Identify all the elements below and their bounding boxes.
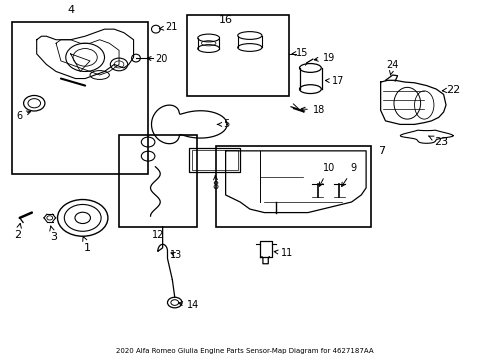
Text: 4: 4 [67,5,74,15]
Text: 21: 21 [159,22,177,32]
Text: 5: 5 [218,120,229,129]
Text: 3: 3 [50,226,57,242]
Text: 9: 9 [342,163,357,186]
Text: 14: 14 [178,300,199,310]
Text: 2: 2 [14,224,22,240]
Bar [216,145,371,227]
Bar [119,135,196,227]
Text: 13: 13 [170,250,182,260]
Text: 15: 15 [292,48,308,58]
Text: 18: 18 [301,105,325,115]
Text: 22: 22 [442,85,460,95]
Text: 19: 19 [314,53,335,63]
Text: 1: 1 [83,237,91,253]
Bar [189,148,240,172]
Text: 20: 20 [147,54,168,64]
Text: 10: 10 [319,163,335,186]
Bar [187,15,289,96]
Text: 7: 7 [378,146,385,156]
Text: 17: 17 [325,76,344,86]
Text: 23: 23 [429,136,448,147]
Text: 24: 24 [387,60,399,75]
Bar [12,22,148,174]
Text: 2020 Alfa Romeo Giulia Engine Parts Sensor-Map Diagram for 4627187AA: 2020 Alfa Romeo Giulia Engine Parts Sens… [116,348,374,354]
Text: 11: 11 [274,248,294,258]
Text: 6: 6 [16,111,30,121]
Text: 12: 12 [151,230,164,240]
Text: 16: 16 [219,15,233,25]
Text: 8: 8 [213,175,219,191]
Bar [192,150,238,170]
